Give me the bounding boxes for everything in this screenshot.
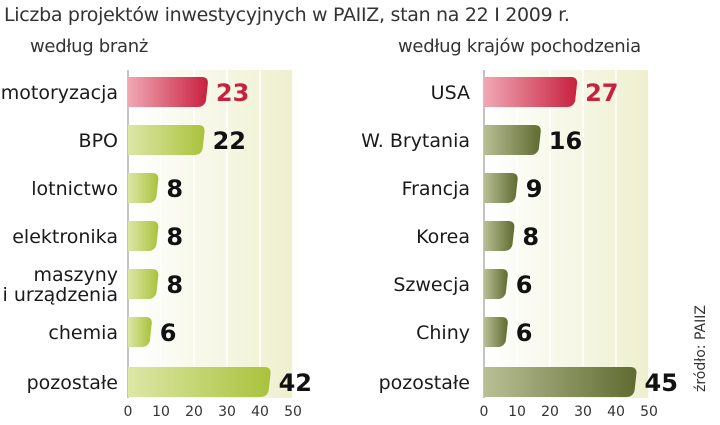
left-category-label: chemia [48,322,118,344]
left-bar [128,367,271,397]
right-category-label: Chiny [416,322,470,344]
left-category-label: motoryzacja [1,82,118,104]
right-tick-label: 30 [574,404,592,420]
right-bar [484,125,541,155]
left-bar [128,221,159,251]
left-value-label: 6 [160,319,177,347]
left-category-label: maszyny [33,264,118,286]
left-tick-label: 20 [185,404,203,420]
right-value-label: 9 [526,175,543,203]
right-bar [484,317,508,347]
right-value-label: 16 [549,127,582,155]
left-value-label: 8 [166,175,183,203]
right-tick-label: 50 [640,404,658,420]
right-bar [484,367,637,397]
right-bar [484,173,518,203]
right-value-label: 6 [516,319,533,347]
right-category-label: W. Brytania [361,130,470,152]
right-bar [484,77,578,107]
right-value-label: 6 [516,271,533,299]
left-tick-label: 50 [284,404,302,420]
left-value-label: 8 [166,271,183,299]
left-category-label: i urządzenia [3,284,118,306]
right-category-label: Korea [416,226,470,248]
right-category-label: Szwecja [393,274,470,296]
right-tick-label: 40 [607,404,625,420]
left-category-label: pozostałe [27,372,118,394]
left-category-label: elektronika [12,226,118,248]
chart-title: Liczba projektów inwestycyjnych w PAIIZ,… [4,4,570,26]
right-category-label: USA [431,82,470,104]
left-tick-label: 10 [152,404,170,420]
left-category-label: lotnictwo [31,178,118,200]
left-bar [128,317,152,347]
left-value-label: 22 [213,127,246,155]
left-tick-label: 0 [124,404,133,420]
left-value-label: 8 [166,223,183,251]
right-bar [484,269,508,299]
left-tick-label: 40 [251,404,269,420]
left-panel-subtitle: według branż [30,36,149,57]
right-value-label: 8 [522,223,539,251]
right-tick-label: 0 [480,404,489,420]
right-category-label: Francja [402,178,470,200]
left-bar [128,173,159,203]
left-category-label: BPO [79,130,118,152]
left-bar [128,125,205,155]
right-panel-subtitle: według krajów pochodzenia [398,36,641,57]
left-tick-label: 30 [218,404,236,420]
right-bar [484,221,515,251]
right-tick-label: 10 [508,404,526,420]
left-value-label: 23 [216,79,249,107]
left-bar [128,269,159,299]
right-tick-label: 20 [541,404,559,420]
right-value-label: 45 [645,369,678,397]
right-value-label: 27 [585,79,618,107]
left-bar [128,77,208,107]
right-category-label: pozostałe [379,372,470,394]
left-value-label: 42 [279,369,312,397]
